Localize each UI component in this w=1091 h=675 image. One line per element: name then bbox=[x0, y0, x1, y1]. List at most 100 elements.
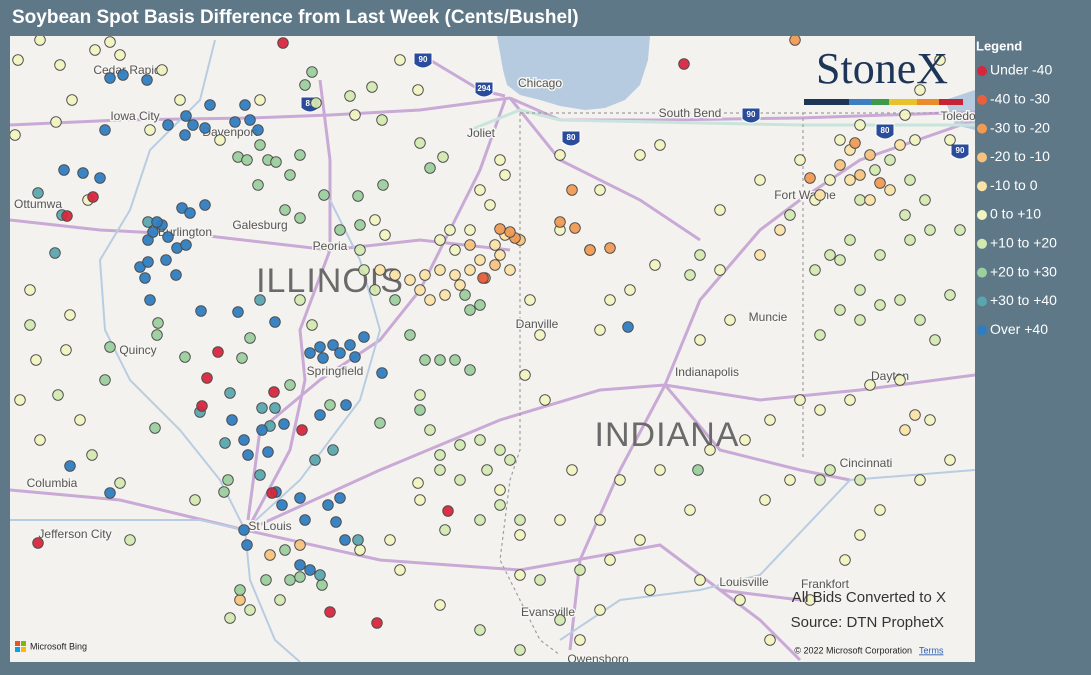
bid-point bbox=[514, 529, 526, 541]
bid-point bbox=[894, 374, 906, 386]
interstate-shield bbox=[950, 143, 970, 160]
bid-point bbox=[594, 184, 606, 196]
bid-point bbox=[584, 244, 596, 256]
bid-point bbox=[104, 72, 116, 84]
bid-point bbox=[379, 229, 391, 241]
bid-point bbox=[268, 386, 280, 398]
bid-point bbox=[32, 537, 44, 549]
bid-point bbox=[824, 464, 836, 476]
bid-point bbox=[87, 191, 99, 203]
bid-point bbox=[854, 194, 866, 206]
legend-swatch bbox=[977, 181, 987, 192]
bid-point bbox=[419, 354, 431, 366]
bid-point bbox=[784, 209, 796, 221]
bid-point bbox=[294, 492, 306, 504]
bid-point bbox=[151, 216, 163, 228]
bid-point bbox=[327, 339, 339, 351]
bid-point bbox=[139, 272, 151, 284]
bid-point bbox=[151, 329, 163, 341]
bid-point bbox=[604, 554, 616, 566]
bid-point bbox=[734, 594, 746, 606]
bid-point bbox=[152, 317, 164, 329]
bid-point bbox=[414, 137, 426, 149]
bid-point bbox=[64, 460, 76, 472]
city-label: Louisville bbox=[719, 575, 769, 589]
bid-point bbox=[189, 494, 201, 506]
bid-point bbox=[260, 574, 272, 586]
bid-point bbox=[296, 424, 308, 436]
legend-label: Under -40 bbox=[990, 62, 1052, 78]
bid-point bbox=[454, 474, 466, 486]
bid-point bbox=[634, 534, 646, 546]
interstate-number: 90 bbox=[419, 55, 428, 64]
bid-point bbox=[384, 534, 396, 546]
bid-point bbox=[394, 564, 406, 576]
bid-point bbox=[276, 499, 288, 511]
bid-point bbox=[344, 90, 356, 102]
bid-point bbox=[104, 341, 116, 353]
bid-point bbox=[614, 474, 626, 486]
bid-point bbox=[474, 184, 486, 196]
bid-point bbox=[352, 534, 364, 546]
bid-point bbox=[180, 110, 192, 122]
bid-point bbox=[649, 259, 661, 271]
bid-point bbox=[264, 549, 276, 561]
bid-point bbox=[554, 514, 566, 526]
terms-link[interactable]: Terms bbox=[919, 645, 944, 655]
bid-point bbox=[694, 334, 706, 346]
bid-point bbox=[104, 487, 116, 499]
bid-point bbox=[814, 329, 826, 341]
city-label: Evansville bbox=[521, 605, 575, 619]
bid-point bbox=[256, 402, 268, 414]
bid-point bbox=[489, 259, 501, 271]
bid-point bbox=[162, 231, 174, 243]
bid-point bbox=[52, 389, 64, 401]
bid-point bbox=[534, 329, 546, 341]
title: Soybean Spot Basis Difference from Last … bbox=[12, 7, 579, 28]
legend-label: -40 to -30 bbox=[990, 91, 1050, 107]
city-label: Muncie bbox=[749, 310, 788, 324]
bid-point bbox=[254, 294, 266, 306]
bid-point bbox=[514, 569, 526, 581]
legend-label: -10 to 0 bbox=[990, 177, 1038, 193]
bid-point bbox=[754, 249, 766, 261]
legend-swatch bbox=[977, 238, 987, 249]
bid-point bbox=[514, 644, 526, 656]
legend-label: -20 to -10 bbox=[990, 148, 1050, 164]
bid-point bbox=[794, 154, 806, 166]
bid-point bbox=[279, 204, 291, 216]
bid-point bbox=[569, 222, 581, 234]
legend-label: 0 to +10 bbox=[990, 206, 1041, 222]
bid-point bbox=[358, 331, 370, 343]
bid-point bbox=[454, 279, 466, 291]
city-label: Ottumwa bbox=[14, 197, 62, 211]
legend-label: +10 to +20 bbox=[990, 235, 1057, 251]
bid-point bbox=[187, 119, 199, 131]
bid-point bbox=[894, 294, 906, 306]
bid-point bbox=[199, 199, 211, 211]
bid-point bbox=[694, 574, 706, 586]
city-label: Quincy bbox=[119, 343, 156, 357]
bid-point bbox=[327, 444, 339, 456]
bid-point bbox=[256, 424, 268, 436]
bid-point bbox=[554, 216, 566, 228]
legend-label: +20 to +30 bbox=[990, 263, 1057, 279]
bid-point bbox=[604, 242, 616, 254]
bid-point bbox=[232, 306, 244, 318]
bid-point bbox=[278, 418, 290, 430]
city-label: Springfield bbox=[307, 364, 364, 378]
bid-point bbox=[344, 339, 356, 351]
bid-point bbox=[244, 114, 256, 126]
bid-point bbox=[99, 374, 111, 386]
bid-point bbox=[739, 434, 751, 446]
bid-point bbox=[514, 514, 526, 526]
bid-point bbox=[50, 116, 62, 128]
bid-point bbox=[477, 272, 489, 284]
bid-point bbox=[414, 494, 426, 506]
bid-point bbox=[330, 516, 342, 528]
bid-point bbox=[294, 294, 306, 306]
bid-point bbox=[294, 559, 306, 571]
bid-point bbox=[774, 224, 786, 236]
city-label: South Bend bbox=[659, 106, 722, 120]
bid-point bbox=[574, 564, 586, 576]
